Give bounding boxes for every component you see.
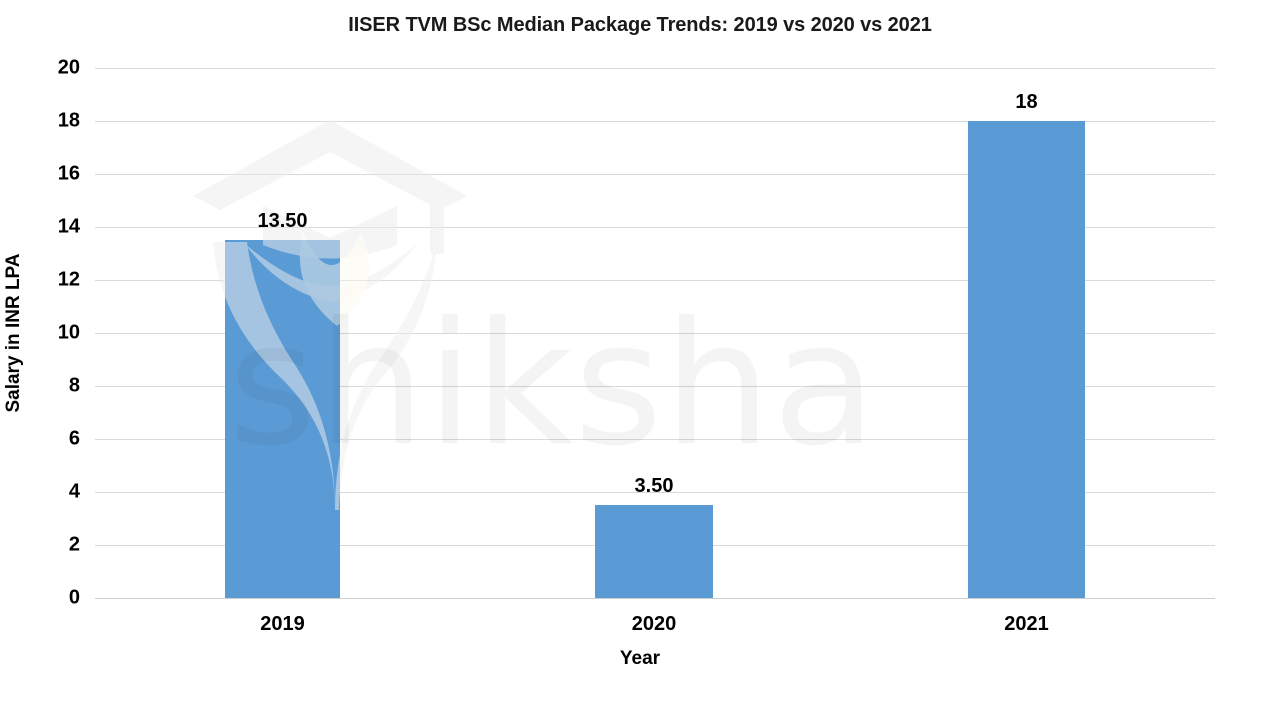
bar-2019[interactable]	[225, 240, 340, 598]
y-tick-16: 16	[57, 162, 80, 185]
x-axis-baseline	[95, 598, 1215, 599]
y-tick-6: 6	[68, 427, 80, 450]
gridline-14	[95, 227, 1215, 228]
data-label-2019: 13.50	[257, 210, 308, 233]
x-axis-title: Year	[619, 648, 661, 669]
bar-2020[interactable]	[595, 505, 713, 598]
gridline-8	[95, 386, 1215, 387]
gridline-18	[95, 121, 1215, 122]
y-tick-12: 12	[57, 268, 80, 291]
x-tick-2021: 2021	[1004, 613, 1049, 635]
gridline-10	[95, 333, 1215, 334]
plot-area	[95, 68, 1215, 599]
y-axis-title: Salary in INR LPA	[3, 253, 24, 413]
y-tick-10: 10	[57, 321, 80, 344]
data-label-2020: 3.50	[634, 475, 674, 498]
gridline-16	[95, 174, 1215, 175]
data-label-2021: 18	[1015, 91, 1038, 113]
y-tick-4: 4	[68, 480, 80, 503]
chart-title: IISER TVM BSc Median Package Trends: 201…	[348, 14, 932, 36]
gridline-4	[95, 492, 1215, 493]
y-tick-20: 20	[57, 56, 80, 79]
gridline-12	[95, 280, 1215, 281]
y-tick-18: 18	[57, 109, 80, 132]
x-tick-2019: 2019	[260, 613, 305, 635]
x-tick-2020: 2020	[631, 613, 677, 635]
y-tick-14: 14	[57, 215, 80, 238]
y-tick-2: 2	[68, 533, 80, 556]
bar-2021[interactable]	[968, 121, 1085, 598]
gridline-6	[95, 439, 1215, 440]
y-tick-0: 0	[68, 586, 80, 609]
y-axis-ticks: 20 18 16 14 12 10 8 6 4 2 0	[0, 57, 80, 609]
y-tick-8: 8	[68, 374, 80, 397]
gridline-20	[95, 68, 1215, 69]
